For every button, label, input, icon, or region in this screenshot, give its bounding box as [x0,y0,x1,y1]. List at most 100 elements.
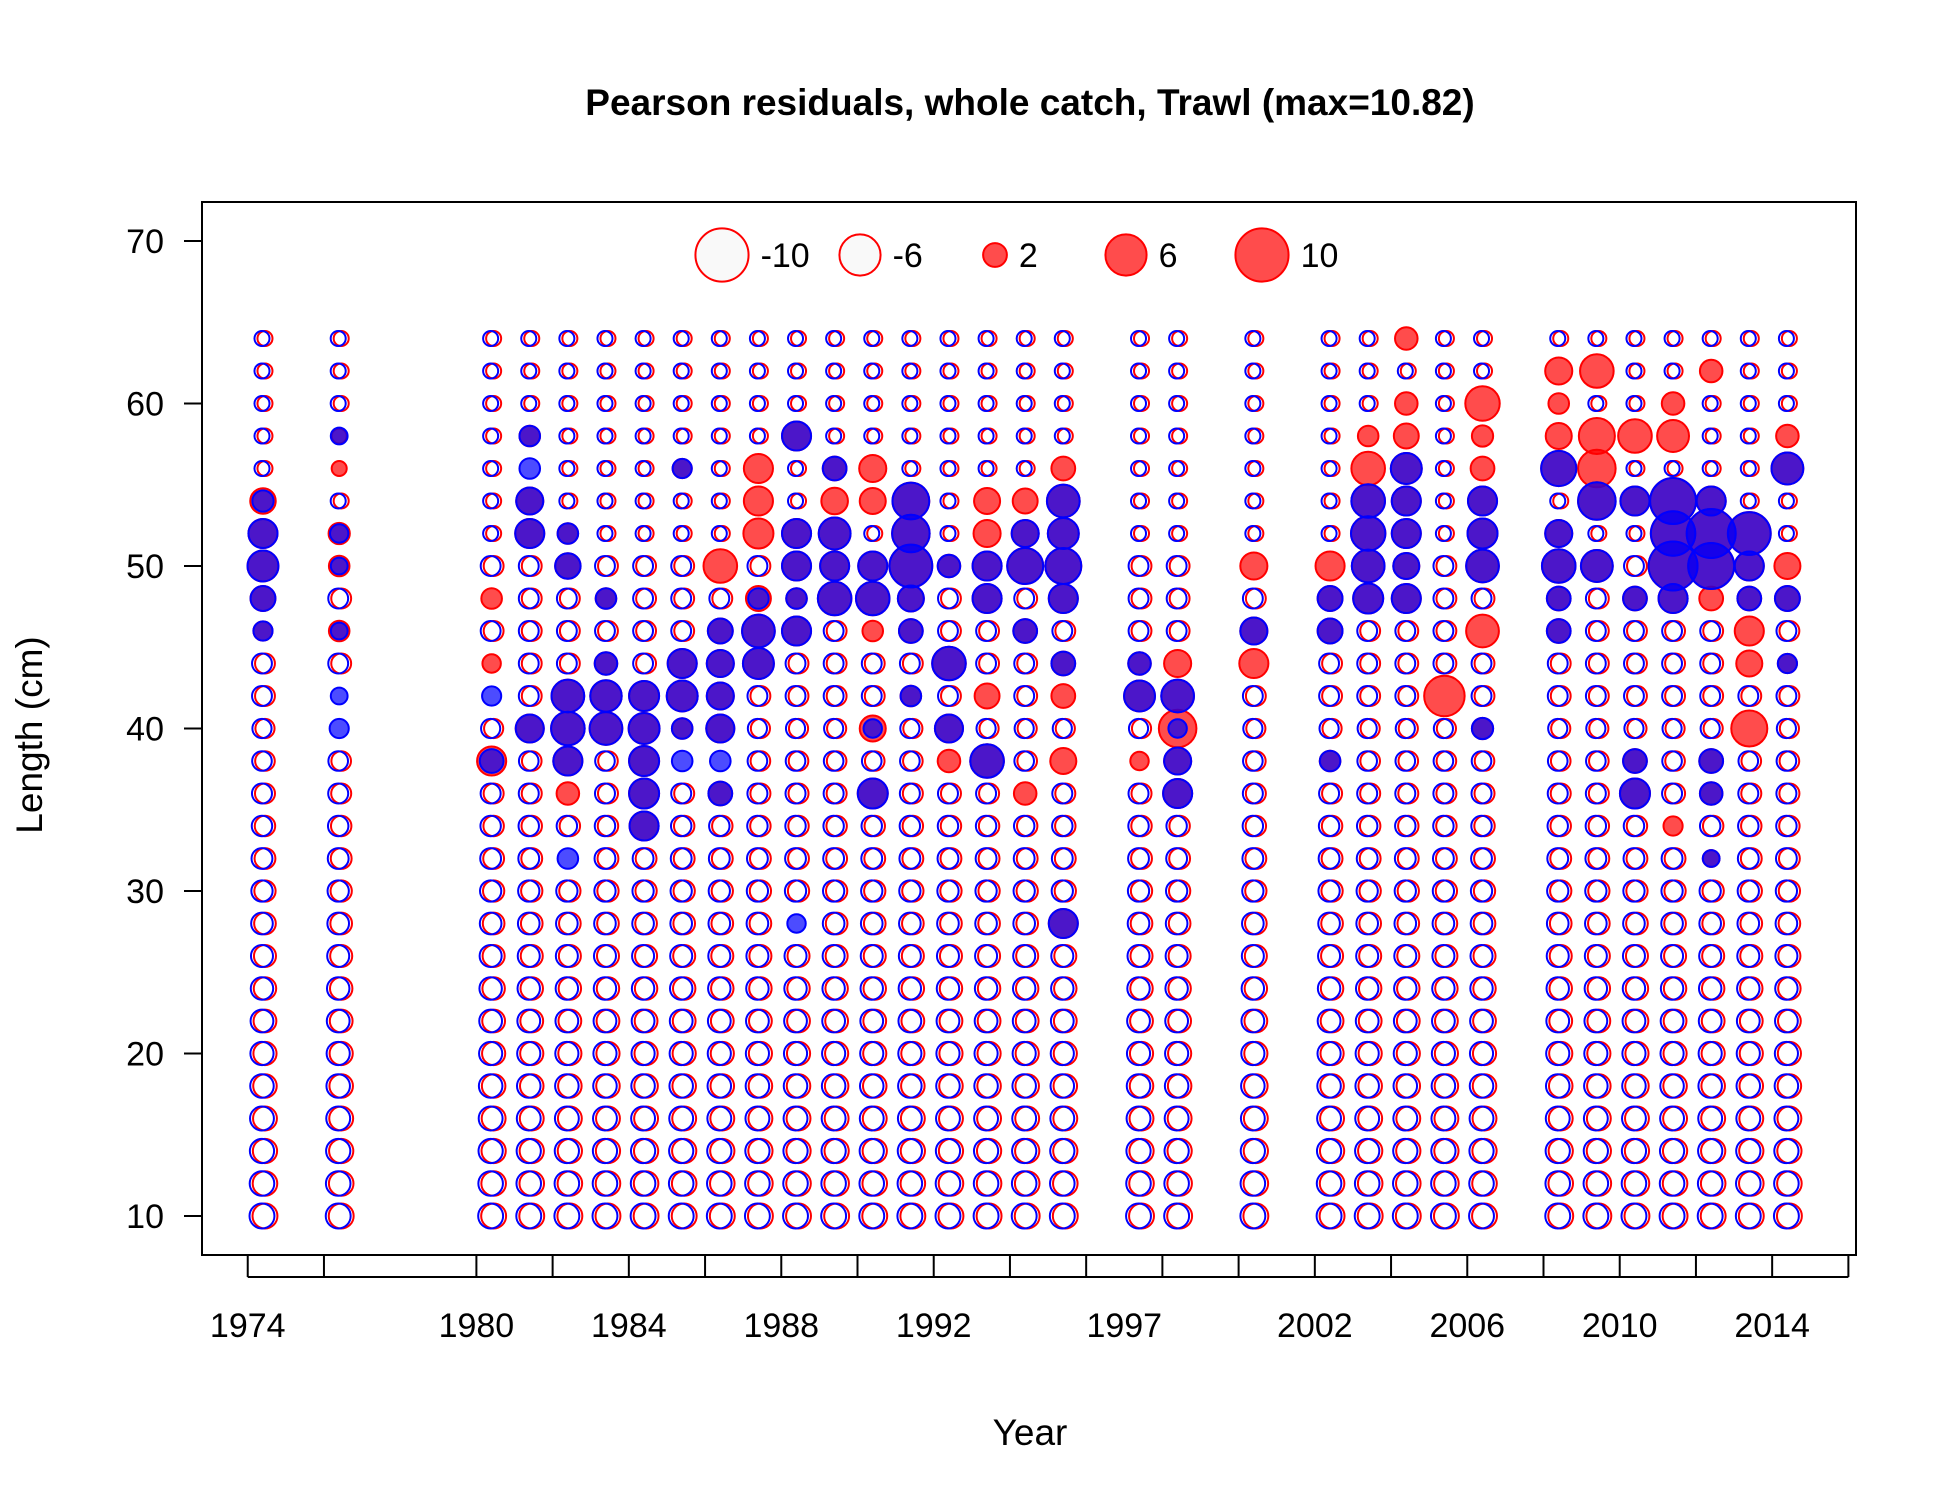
residual-marker-blue-outline [596,427,614,445]
residual-marker-blue-outline [746,782,769,805]
residual-marker-blue-outline [1432,750,1455,772]
residual-marker-red [1238,647,1270,680]
residual-marker-blue-outline [1049,1040,1075,1067]
residual-marker-blue [1047,582,1079,615]
x-tick-label: 1984 [591,1307,667,1345]
residual-marker-blue-outline [253,394,271,413]
residual-marker-blue-outline [1125,1170,1152,1197]
residual-marker-blue-outline [1660,847,1684,870]
residual-marker-blue [705,713,736,744]
residual-marker-red [1735,649,1764,678]
residual-marker-blue-outline [896,1202,924,1230]
residual-marker-blue-outline [517,879,541,903]
residual-marker-blue-outline [1625,524,1643,543]
residual-marker-blue-outline [554,976,580,1001]
residual-marker-blue-outline [1239,1170,1267,1197]
residual-marker-blue-outline [899,717,921,740]
legend-label: -6 [893,237,923,275]
residual-marker-blue-outline [1127,717,1150,740]
residual-marker-blue-outline [784,685,807,707]
residual-marker-red [1314,550,1346,582]
residual-marker-blue-outline [1244,362,1262,380]
residual-marker-blue-outline [710,459,728,478]
residual-marker-blue [705,648,735,679]
residual-marker-blue-outline [1697,1008,1723,1034]
residual-marker-blue-outline [1394,717,1416,740]
residual-marker-red [1129,750,1150,772]
residual-marker-blue-outline [477,1202,505,1230]
residual-marker-blue-outline [1394,750,1417,772]
residual-marker-blue-outline [477,1105,504,1132]
residual-marker-blue-outline [1660,943,1685,969]
residual-marker-red [702,548,739,584]
residual-marker-blue-outline [1697,1137,1724,1165]
axes: 10 20 30 40 50 60 70 1974 1980 1984 1988 1992 1997 20… [126,201,1857,1345]
residual-marker-blue-outline [634,394,652,413]
residual-marker-red [1469,455,1496,482]
residual-marker-blue-outline [1013,750,1035,772]
residual-marker-blue-outline [479,879,503,903]
residual-marker-blue-outline [1583,1008,1609,1034]
residual-marker-blue-outline [1546,782,1569,805]
residual-marker-red [1733,615,1765,647]
residual-marker-blue-outline [1240,1040,1266,1067]
residual-marker-blue-outline [896,1137,923,1165]
residual-marker-blue-outline [858,1073,885,1099]
residual-marker-blue-outline [1775,685,1798,707]
residual-marker-blue-outline [672,492,690,510]
residual-marker-blue-outline [1625,329,1643,348]
residual-marker-blue-outline [1130,492,1148,510]
residual-marker-blue-outline [707,976,732,1001]
residual-marker-blue-outline [1244,459,1262,478]
residual-marker-blue [481,685,503,707]
residual-marker-blue-outline [1623,620,1645,642]
residual-marker-blue-outline [937,587,959,610]
residual-marker-blue-outline [1584,911,1608,936]
residual-marker-blue-outline [972,1170,1000,1197]
residual-marker-blue-outline [517,620,540,642]
residual-marker-blue-outline [1623,717,1645,740]
residual-marker-blue-outline [324,1170,352,1197]
residual-marker-blue [971,582,1003,615]
residual-marker-blue-outline [787,492,805,510]
residual-marker-blue-outline [1701,329,1719,348]
residual-marker-red [1698,585,1725,612]
residual-marker-blue-outline [251,717,273,740]
residual-marker-blue-outline [478,1008,504,1034]
residual-marker-blue-outline [782,1202,809,1230]
residual-marker-blue-outline [1320,427,1338,445]
residual-marker-blue-outline [748,329,766,348]
residual-marker-blue-outline [669,847,693,870]
residual-marker-blue-outline [326,814,350,838]
residual-marker-blue-outline [1355,814,1379,838]
residual-marker-blue-outline [974,879,998,903]
residual-marker-blue-outline [1468,1202,1495,1230]
residual-marker-blue-outline [324,1202,352,1230]
residual-marker-blue-outline [1320,524,1338,543]
legend-symbol-negative [694,227,750,283]
residual-marker-blue-outline [516,943,541,969]
residual-marker-blue-outline [329,362,347,380]
residual-marker-blue-outline [1164,943,1189,969]
residual-marker-blue-outline [592,1105,618,1132]
residual-marker-blue-outline [746,555,769,577]
residual-marker-blue-outline [1658,1202,1686,1230]
residual-marker-blue [1044,546,1083,586]
residual-marker-blue-outline [250,782,273,805]
residual-marker-blue-outline [1163,1202,1191,1230]
residual-marker-blue-outline [860,814,883,838]
residual-marker-blue-outline [1546,879,1570,903]
residual-marker-blue [821,455,848,482]
residual-marker-blue-outline [1393,847,1417,870]
residual-marker-blue-outline [1739,394,1757,413]
residual-marker-blue-outline [939,524,957,543]
residual-marker-red [330,459,348,478]
residual-marker-blue-outline [1697,1105,1724,1132]
residual-marker-blue-outline [1168,524,1186,543]
residual-marker-blue-outline [1432,782,1455,805]
residual-marker-blue-outline [554,1073,580,1099]
residual-marker-blue-outline [1125,1137,1152,1165]
residual-marker-blue-outline [1354,976,1380,1001]
residual-marker-blue-outline [1623,555,1645,577]
residual-marker-blue [817,516,852,551]
